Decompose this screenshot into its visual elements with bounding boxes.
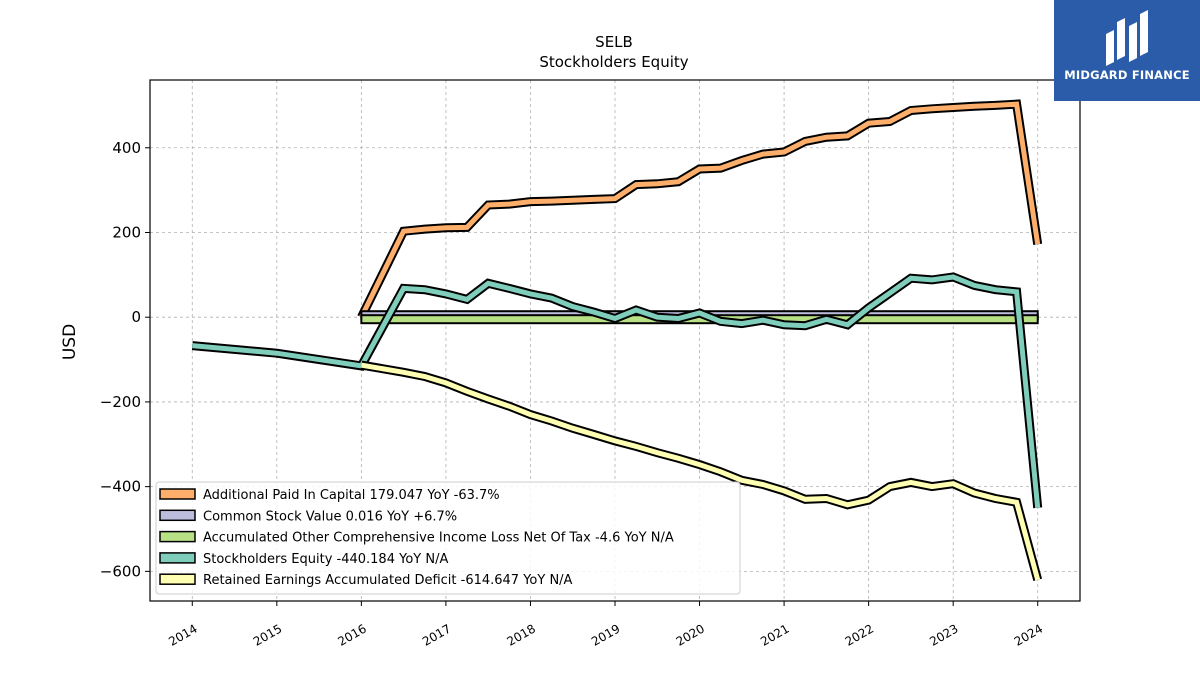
logo-text: MIDGARD FINANCE (1064, 68, 1190, 82)
y-tick-label: 400 (112, 139, 141, 157)
legend: Additional Paid In Capital 179.047 YoY -… (155, 481, 741, 595)
chart-title: SELB (595, 33, 633, 51)
legend-frame (155, 481, 741, 595)
legend-swatch (159, 552, 196, 564)
legend-entry: Additional Paid In Capital 179.047 YoY -… (203, 488, 500, 503)
chart-subtitle: Stockholders Equity (539, 53, 688, 71)
legend-entry: Common Stock Value 0.016 YoY +6.7% (203, 509, 457, 524)
y-tick-label: 0 (131, 308, 141, 326)
y-tick-label: −600 (100, 562, 141, 580)
series-0 (357, 99, 1043, 320)
y-tick-label: −200 (100, 393, 141, 411)
y-axis-label: USD (60, 324, 80, 360)
legend-entry: Stockholders Equity -440.184 YoY N/A (203, 552, 448, 567)
legend-swatch (159, 509, 196, 522)
midgard-finance-logo: MIDGARD FINANCE (1054, 0, 1200, 101)
y-tick-label: −400 (100, 478, 141, 496)
series-4 (360, 360, 1043, 581)
legend-entry: Retained Earnings Accumulated Deficit -6… (203, 573, 573, 588)
legend-swatch (159, 530, 196, 543)
series-line (360, 362, 1041, 581)
legend-swatch (159, 573, 196, 585)
plot-series (191, 99, 1043, 581)
legend-entry: Accumulated Other Comprehensive Income L… (203, 531, 674, 546)
logo-mark-icon (1054, 0, 1200, 101)
series-3 (191, 272, 1043, 509)
legend-swatch (159, 488, 196, 500)
y-tick-label: 200 (112, 223, 141, 241)
series-line (359, 101, 1041, 319)
series-line (192, 274, 1041, 509)
